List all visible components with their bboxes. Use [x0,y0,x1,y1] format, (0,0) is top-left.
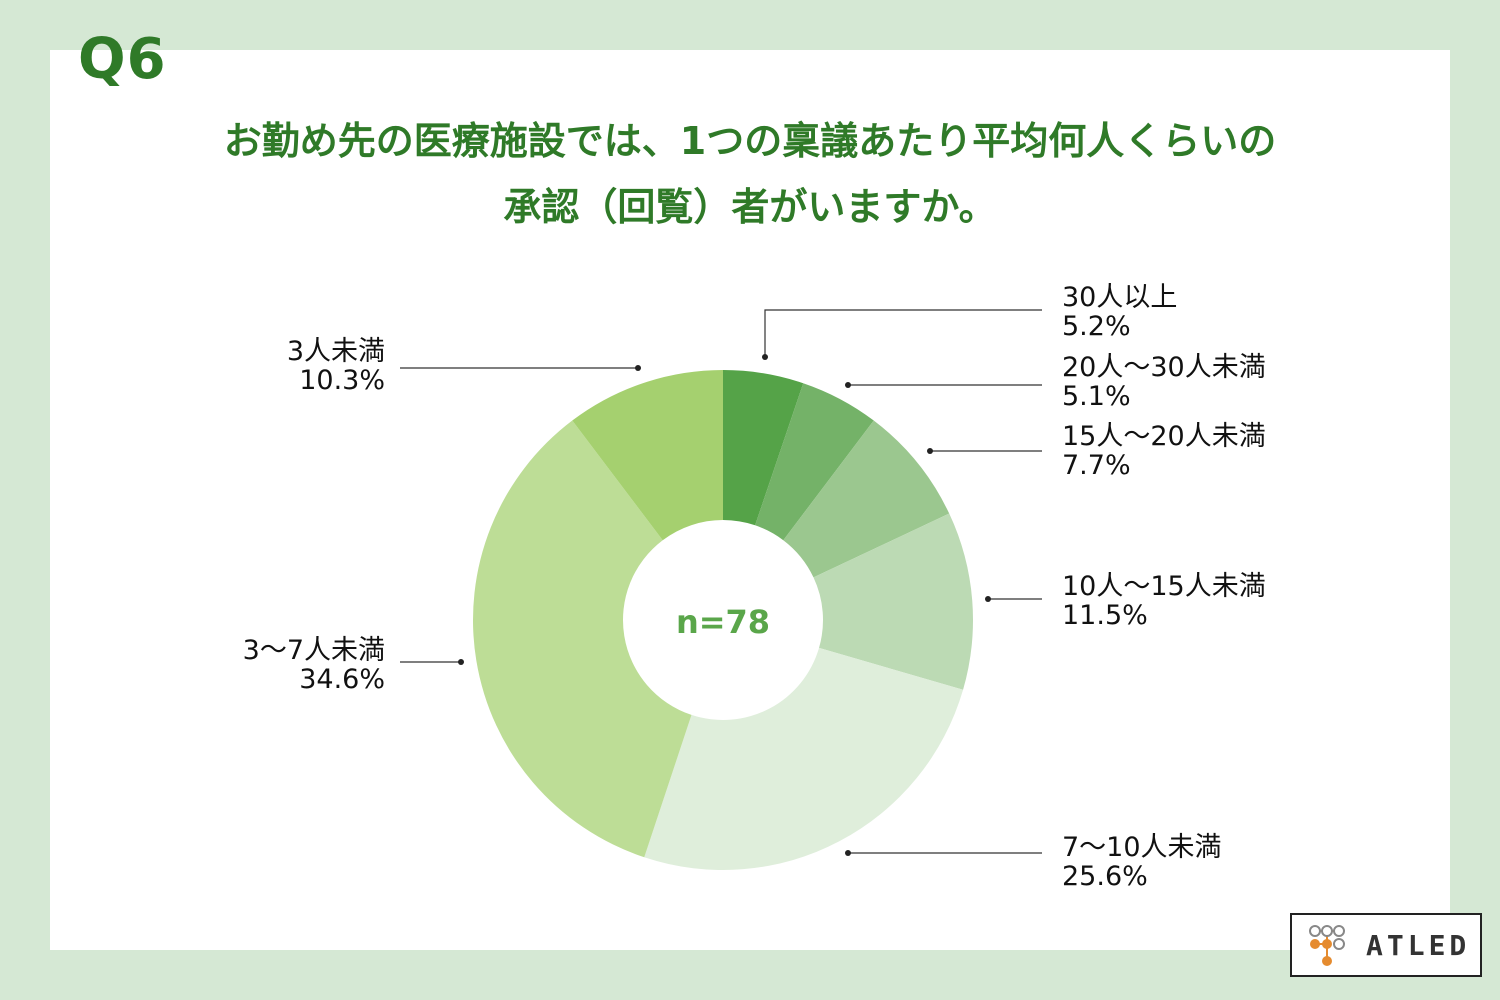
slice-label: 20人〜30人未満 [1062,352,1266,383]
leader-dot [845,382,851,388]
leader-dot [985,596,991,602]
logo-text: ATLED [1366,929,1471,962]
donut-slice [572,370,723,541]
leader-dot [927,448,933,454]
question-label: Q6 [78,27,167,92]
leader-dot [845,850,851,856]
slice-value-label: 5.2% [1062,311,1131,342]
slice-label: 3〜7人未満 [243,635,385,666]
donut-slice [644,647,964,871]
donut-slice [813,513,974,690]
slice-value-label: 7.7% [1062,450,1131,481]
slice-label: 7〜10人未満 [1062,832,1222,863]
slice-label: 30人以上 [1062,282,1177,313]
atled-logo: ATLED [1290,913,1482,977]
title-line-1: お勤め先の医療施設では、1つの稟議あたり平均何人くらいの [223,119,1277,163]
donut-slice [755,383,874,541]
slice-value-label: 10.3% [299,365,385,396]
leader-dot [635,365,641,371]
slice-value-label: 5.1% [1062,381,1131,412]
chart-title: お勤め先の医療施設では、1つの稟議あたり平均何人くらいの 承認（回覧）者がいます… [100,108,1400,240]
leader-dot [458,659,464,665]
slice-label: 10人〜15人未満 [1062,571,1266,602]
title-line-2: 承認（回覧）者がいますか。 [503,185,997,229]
slice-label: 15人〜20人未満 [1062,421,1266,452]
atled-logo-icon [1309,925,1345,966]
center-label: n=78 [676,603,770,641]
slice-value-label: 11.5% [1062,600,1148,631]
leader-dot [762,354,768,360]
donut-slice [472,420,692,858]
slice-value-label: 34.6% [299,664,385,695]
leader-line [764,309,1042,357]
slice-label: 3人未満 [287,336,385,367]
donut-slice [783,420,950,578]
donut-slice [723,370,804,526]
slice-value-label: 25.6% [1062,861,1148,892]
